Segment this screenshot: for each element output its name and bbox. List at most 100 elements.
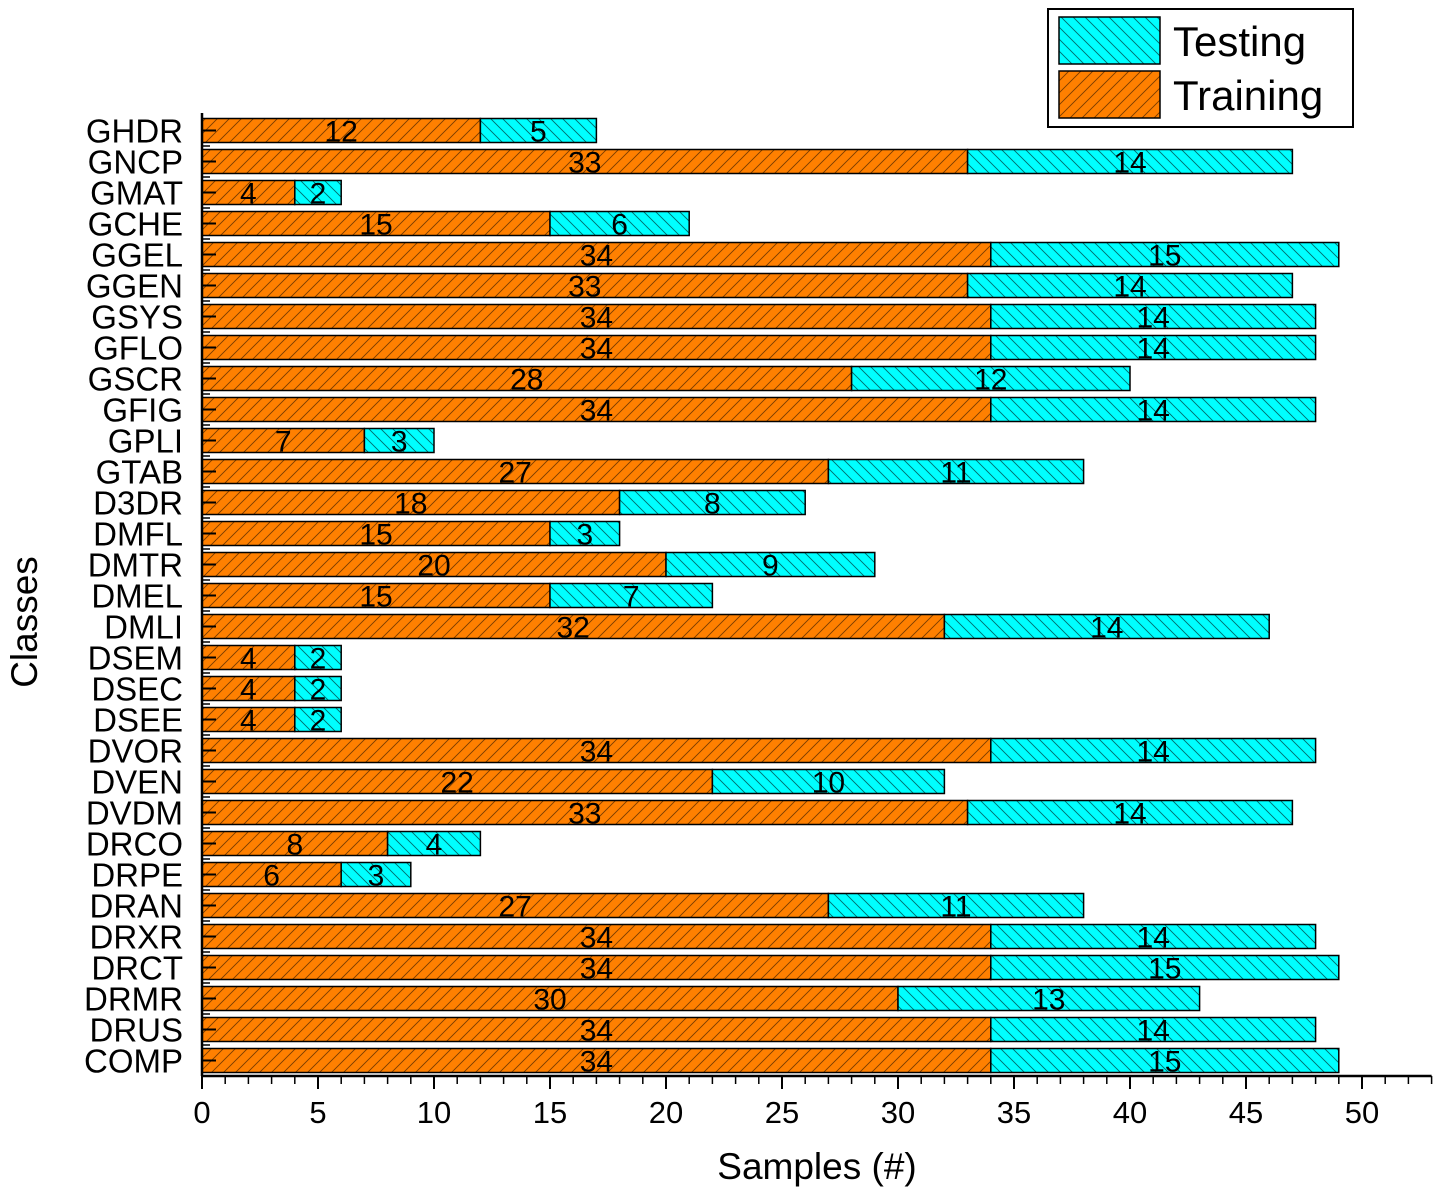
- legend-swatch-training: [1058, 70, 1161, 119]
- bar-testing-gtab: [827, 458, 1085, 485]
- y-tick-label-gtab: GTAB: [96, 454, 183, 491]
- bar-label-testing-gflo: 14: [1137, 333, 1170, 366]
- bar-testing-d3dr: [618, 489, 806, 516]
- bar-testing-dmli: [943, 613, 1270, 640]
- bar-label-testing-drco: 4: [426, 829, 443, 862]
- bar-label-testing-dmli: 14: [1090, 612, 1123, 645]
- bar-training-dmtr: [201, 551, 667, 578]
- bar-label-testing-gfig: 14: [1137, 395, 1170, 428]
- bar-label-testing-ggel: 15: [1148, 240, 1181, 273]
- axes-group: GHDRGNCPGMATGCHEGGELGGENGSYSGFLOGSCRGFIG…: [84, 113, 1433, 1130]
- bar-training-dmel: [201, 582, 551, 609]
- y-tick-label-drct: DRCT: [91, 950, 183, 987]
- bar-training-dran: [201, 892, 830, 919]
- x-tick-label-5: 5: [309, 1095, 326, 1130]
- bar-label-training-dvor: 34: [580, 736, 613, 769]
- y-tick-label-gpli: GPLI: [108, 423, 183, 460]
- bar-label-testing-gmat: 2: [310, 178, 327, 211]
- bar-testing-comp: [990, 1047, 1340, 1074]
- bar-label-testing-dran: 11: [940, 891, 971, 924]
- x-tick-label-15: 15: [533, 1095, 567, 1130]
- y-tick-label-gmat: GMAT: [90, 175, 183, 212]
- bar-label-testing-dmtr: 9: [762, 550, 779, 583]
- bar-training-dvor: [201, 737, 992, 764]
- bar-label-training-dven: 22: [441, 767, 474, 800]
- bar-label-training-gtab: 27: [499, 457, 532, 490]
- bar-label-training-dmtr: 20: [417, 550, 450, 583]
- bar-testing-dmfl: [549, 520, 621, 547]
- bar-label-testing-ghdr: 5: [530, 116, 547, 149]
- bar-label-training-ghdr: 12: [325, 116, 358, 149]
- y-tick-label-comp: COMP: [84, 1043, 183, 1080]
- y-tick-label-gsys: GSYS: [91, 299, 183, 336]
- y-tick-label-drpe: DRPE: [91, 857, 183, 894]
- bar-testing-dven: [711, 768, 946, 795]
- bar-testing-gsys: [990, 303, 1317, 330]
- bar-label-training-ggel: 34: [580, 240, 613, 273]
- bar-testing-gncp: [966, 148, 1294, 175]
- legend-label-testing: Testing: [1173, 18, 1306, 65]
- y-tick-label-drco: DRCO: [86, 826, 183, 863]
- bar-testing-ghdr: [479, 117, 598, 144]
- bar-training-gtab: [201, 458, 830, 485]
- x-tick-label-40: 40: [1113, 1095, 1147, 1130]
- bar-label-training-d3dr: 18: [394, 488, 427, 521]
- x-tick-label-50: 50: [1345, 1095, 1379, 1130]
- bar-label-training-gche: 15: [359, 209, 392, 242]
- legend-label-training: Training: [1173, 72, 1323, 119]
- y-tick-label-dven: DVEN: [91, 764, 183, 801]
- y-tick-label-dsee: DSEE: [93, 702, 183, 739]
- y-tick-label-drxr: DRXR: [89, 919, 183, 956]
- bar-label-training-gpli: 7: [275, 426, 292, 459]
- bar-label-training-gfig: 34: [580, 395, 613, 428]
- bar-testing-gflo: [990, 334, 1317, 361]
- bar-testing-drus: [990, 1016, 1317, 1043]
- x-tick-label-20: 20: [649, 1095, 683, 1130]
- bar-testing-drpe: [340, 861, 412, 888]
- bar-training-gmat: [201, 179, 296, 206]
- bar-label-training-comp: 34: [580, 1046, 613, 1079]
- bar-label-testing-dsee: 2: [310, 705, 327, 738]
- bar-label-training-drxr: 34: [580, 922, 613, 955]
- bar-testing-gche: [549, 210, 690, 237]
- bar-label-training-ggen: 33: [568, 271, 601, 304]
- bar-testing-gscr: [850, 365, 1131, 392]
- bar-testing-gfig: [990, 396, 1317, 423]
- bar-label-testing-dmel: 7: [623, 581, 640, 614]
- bar-label-testing-dsec: 2: [310, 674, 327, 707]
- legend: Testing Training: [1047, 8, 1354, 128]
- y-tick-label-dsec: DSEC: [91, 671, 183, 708]
- x-tick-label-0: 0: [193, 1095, 210, 1130]
- bar-label-testing-gscr: 12: [974, 364, 1007, 397]
- y-tick-label-drmr: DRMR: [84, 981, 183, 1018]
- bar-label-testing-gtab: 11: [940, 457, 971, 490]
- y-tick-label-dvdm: DVDM: [86, 795, 183, 832]
- bar-training-gncp: [201, 148, 969, 175]
- bar-label-testing-dvdm: 14: [1113, 798, 1146, 831]
- bar-label-training-gsys: 34: [580, 302, 613, 335]
- bar-label-testing-d3dr: 8: [704, 488, 721, 521]
- y-tick-label-dsem: DSEM: [88, 640, 183, 677]
- y-tick-label-drus: DRUS: [89, 1012, 183, 1049]
- bar-testing-dmtr: [665, 551, 876, 578]
- bar-testing-ggen: [966, 272, 1294, 299]
- bar-training-dsem: [201, 644, 296, 671]
- bar-training-drpe: [201, 861, 342, 888]
- bar-label-training-dsem: 4: [240, 643, 257, 676]
- bar-label-testing-dven: 10: [812, 767, 845, 800]
- bar-label-testing-dvor: 14: [1137, 736, 1170, 769]
- bar-label-training-dmel: 15: [359, 581, 392, 614]
- x-tick-label-25: 25: [765, 1095, 799, 1130]
- bar-label-training-drmr: 30: [533, 984, 566, 1017]
- bar-label-testing-gsys: 14: [1137, 302, 1170, 335]
- bar-training-gche: [201, 210, 551, 237]
- bar-label-training-drco: 8: [286, 829, 303, 862]
- bar-label-training-drct: 34: [580, 953, 613, 986]
- bar-training-dvdm: [201, 799, 969, 826]
- bar-label-training-dran: 27: [499, 891, 532, 924]
- bar-label-testing-drct: 15: [1148, 953, 1181, 986]
- bar-label-testing-drmr: 13: [1032, 984, 1065, 1017]
- x-tick-label-10: 10: [417, 1095, 451, 1130]
